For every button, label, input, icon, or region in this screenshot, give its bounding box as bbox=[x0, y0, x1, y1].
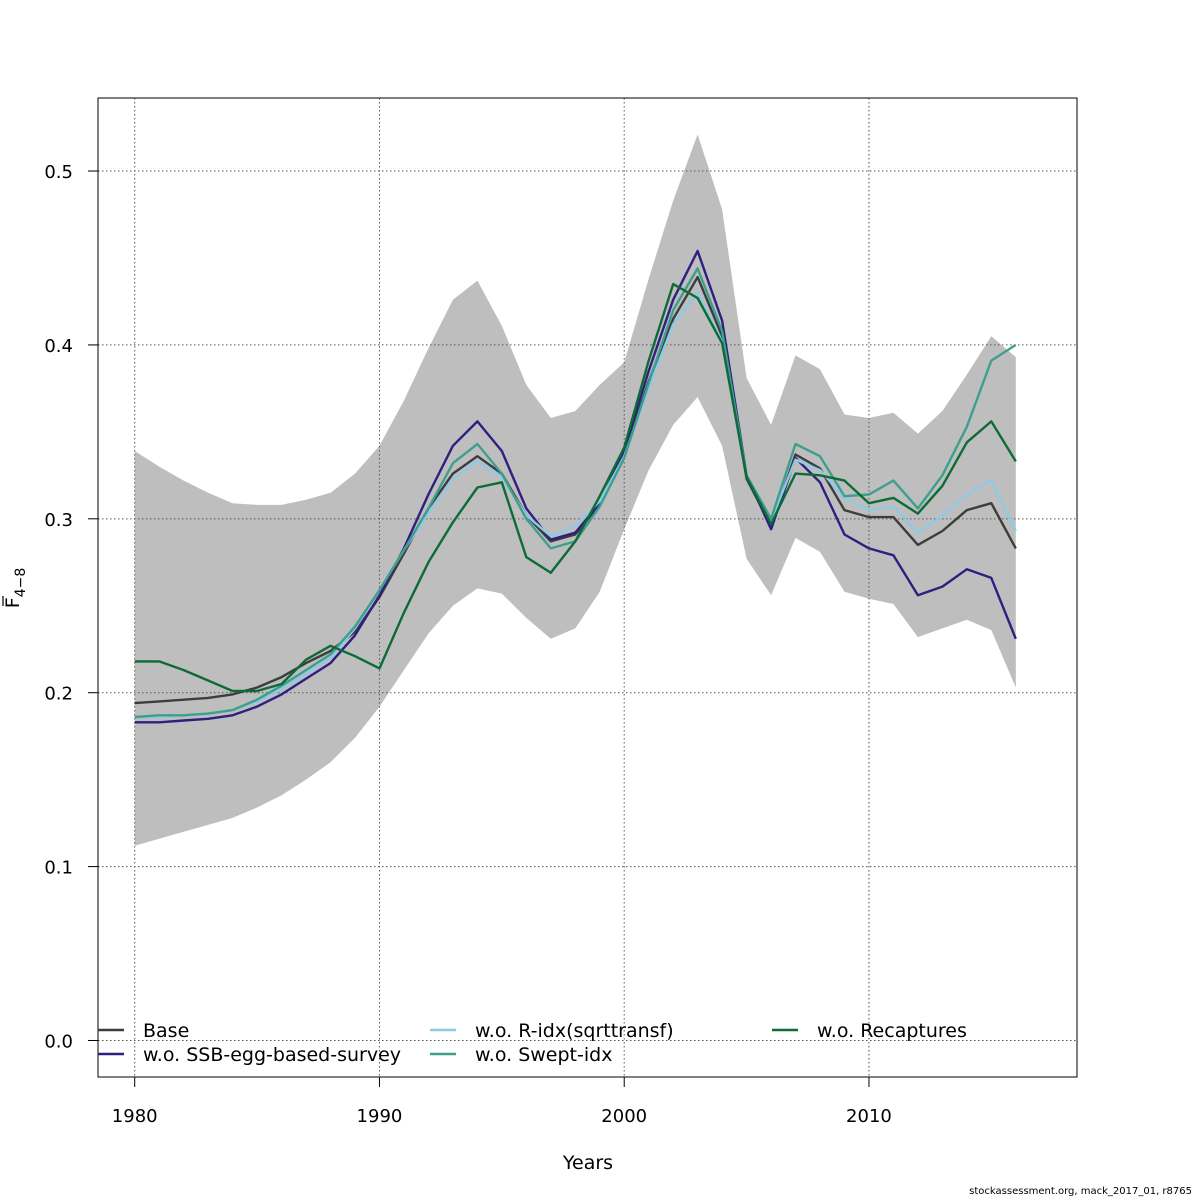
x-tick-label: 1990 bbox=[357, 1106, 403, 1127]
legend-label: w.o. Swept-idx bbox=[475, 1044, 612, 1066]
y-axis-title-subscript: 4−8 bbox=[13, 568, 29, 598]
series-line-0 bbox=[134, 275, 1017, 705]
y-tick-label: 0.0 bbox=[44, 1031, 73, 1052]
legend-label: Base bbox=[143, 1020, 189, 1042]
x-tick-label: 2010 bbox=[846, 1106, 892, 1127]
x-axis: 1980 1990 2000 2010 bbox=[112, 1076, 892, 1127]
legend-label: w.o. R-idx(sqrttransf) bbox=[475, 1020, 674, 1042]
y-tick-label: 0.2 bbox=[44, 684, 73, 705]
plot-area bbox=[97, 97, 1078, 1078]
footer-credit: stockassessment.org, mack_2017_01, r8765 bbox=[969, 1186, 1192, 1197]
x-tick-label: 2000 bbox=[601, 1106, 647, 1127]
x-tick-label: 1980 bbox=[112, 1106, 158, 1127]
y-tick-label: 0.5 bbox=[44, 162, 73, 183]
confidence-band bbox=[134, 134, 1016, 846]
x-axis-title: Years bbox=[562, 1152, 613, 1174]
y-axis-title-main: F bbox=[2, 597, 24, 608]
y-tick-label: 0.1 bbox=[44, 858, 73, 879]
legend-label: w.o. Recaptures bbox=[817, 1020, 967, 1042]
series-line-2 bbox=[134, 291, 1017, 719]
y-axis-title: F4−8 bbox=[2, 568, 29, 608]
series-line-1 bbox=[134, 249, 1017, 724]
y-tick-label: 0.3 bbox=[44, 510, 73, 531]
y-axis: 0.0 0.1 0.2 0.3 0.4 0.5 bbox=[44, 162, 99, 1052]
y-axis-title-text: F4−8 bbox=[2, 568, 29, 608]
y-tick-label: 0.4 bbox=[44, 336, 73, 357]
legend-label: w.o. SSB-egg-based-survey bbox=[143, 1044, 401, 1066]
series-line-4 bbox=[134, 282, 1017, 693]
series-lines bbox=[134, 249, 1017, 724]
